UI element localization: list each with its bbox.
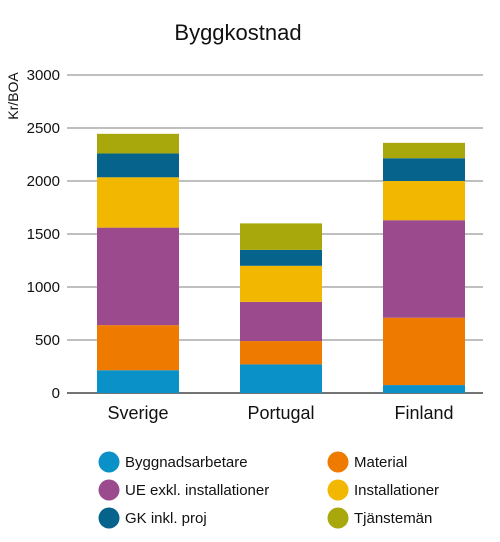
legend-swatch — [98, 451, 120, 473]
bar-segment — [383, 142, 465, 159]
y-tick-label: 2000 — [27, 173, 60, 190]
chart-title: Byggkostnad — [174, 20, 301, 45]
y-tick-label: 3000 — [27, 67, 60, 84]
bar-segment — [383, 317, 465, 386]
bar-segment — [240, 301, 322, 342]
legend-label: Tjänstemän — [354, 510, 432, 527]
bar-segment — [97, 227, 179, 326]
legend-swatch — [327, 451, 349, 473]
bar-segment — [97, 370, 179, 393]
legend-label: Installationer — [354, 482, 439, 499]
bar-segment — [97, 133, 179, 154]
x-tick-label: Portugal — [247, 403, 314, 423]
bar-segment — [240, 265, 322, 302]
y-tick-label: 1000 — [27, 279, 60, 296]
legend-label: GK inkl. proj — [125, 510, 207, 527]
legend: Byggnadsarbetare Material UE exkl. install… — [98, 451, 439, 529]
bar-segment — [383, 385, 465, 393]
y-tick-label: 1500 — [27, 226, 60, 243]
bar-segment — [240, 223, 322, 250]
x-tick-label: Sverige — [107, 403, 168, 423]
bar-segment — [97, 153, 179, 178]
bar-segment — [383, 181, 465, 221]
category-labels: Sverige Portugal Finland — [107, 403, 453, 423]
bar-segment — [383, 220, 465, 318]
legend-label: Byggnadsarbetare — [125, 454, 248, 471]
bar-segment — [97, 177, 179, 228]
y-tick-label: 500 — [35, 332, 60, 349]
bar-segment — [240, 341, 322, 365]
legend-label: UE exkl. installationer — [125, 482, 269, 499]
y-tick-label: 0 — [52, 385, 60, 402]
legend-swatch — [98, 479, 120, 501]
legend-swatch — [98, 507, 120, 529]
bar-segment — [97, 325, 179, 371]
y-tick-label: 2500 — [27, 120, 60, 137]
legend-swatch — [327, 479, 349, 501]
bars — [97, 133, 465, 393]
bar-segment — [383, 158, 465, 181]
x-tick-label: Finland — [394, 403, 453, 423]
bar-segment — [240, 364, 322, 393]
bar-segment — [240, 249, 322, 266]
y-axis-label: Kr/BOA — [5, 72, 21, 120]
legend-label: Material — [354, 454, 407, 471]
legend-swatch — [327, 507, 349, 529]
